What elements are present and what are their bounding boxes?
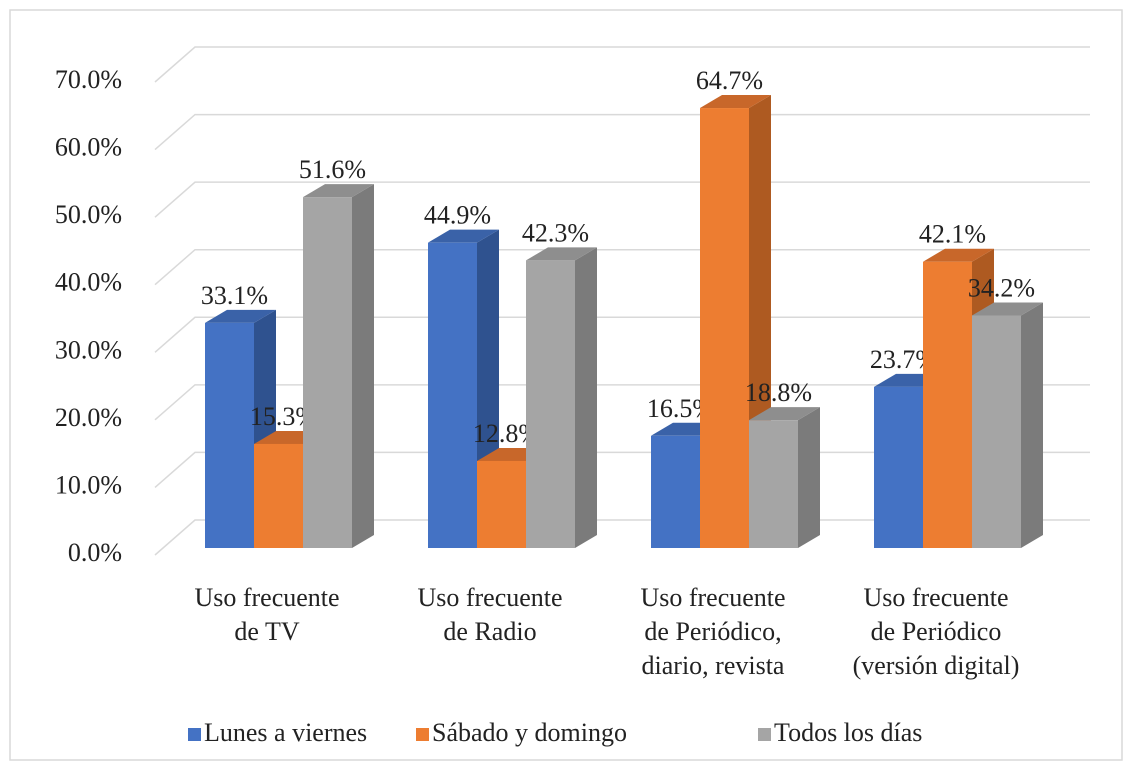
y-tick-label: 60.0%: [55, 133, 122, 162]
y-tick-label: 20.0%: [55, 403, 122, 432]
data-label: 34.2%: [968, 273, 1035, 302]
data-label: 18.8%: [745, 378, 812, 407]
bar-top: [700, 95, 771, 109]
legend-swatch: [416, 728, 429, 741]
x-tick-label: Uso frecuente: [194, 583, 339, 612]
legend-swatch: [188, 728, 201, 741]
grid-line: [154, 316, 1090, 353]
bar: [526, 260, 575, 548]
bar: [700, 108, 749, 548]
bar: [923, 261, 972, 548]
legend-label: Todos los días: [774, 718, 922, 747]
data-label: 33.1%: [201, 281, 268, 310]
y-tick-label: 30.0%: [55, 335, 122, 364]
data-label: 64.7%: [696, 66, 763, 95]
bar-top: [923, 248, 994, 262]
x-tick-label: diario, revista: [642, 651, 785, 680]
bar-top: [526, 247, 597, 261]
bar-top: [972, 302, 1043, 316]
x-tick-label: de Radio: [443, 617, 536, 646]
legend-label: Sábado y domingo: [432, 718, 627, 747]
x-tick-label: Uso frecuente: [863, 583, 1008, 612]
y-tick-label: 40.0%: [55, 268, 122, 297]
grid-line: [154, 113, 1090, 151]
bar: [205, 322, 254, 548]
bar: [254, 443, 303, 548]
bar: [874, 386, 923, 548]
x-tick-label: de Periódico: [871, 617, 1002, 646]
bar-side: [1021, 302, 1043, 548]
bar: [428, 242, 477, 548]
bar: [651, 435, 700, 548]
bar-top: [303, 184, 374, 198]
bar-side: [575, 247, 597, 549]
grid-line: [154, 248, 1090, 286]
bar-top: [749, 407, 820, 421]
y-tick-label: 50.0%: [55, 200, 122, 229]
bar-top: [205, 309, 276, 323]
bar: [972, 315, 1021, 548]
data-label: 44.9%: [424, 201, 491, 230]
bar-top: [428, 229, 499, 243]
grid-line: [154, 181, 1090, 218]
x-tick-label: de TV: [234, 617, 299, 646]
bar-side: [798, 407, 820, 548]
grid-line: [154, 46, 1090, 83]
data-label: 51.6%: [299, 155, 366, 184]
data-label: 42.3%: [522, 218, 589, 247]
legend-swatch: [758, 728, 771, 741]
data-label: 42.1%: [919, 220, 986, 249]
y-tick-label: 70.0%: [55, 65, 122, 94]
y-tick-label: 10.0%: [55, 470, 122, 499]
bar-side: [352, 184, 374, 548]
legend-label: Lunes a viernes: [204, 718, 367, 747]
x-tick-label: Uso frecuente: [417, 583, 562, 612]
bar: [303, 197, 352, 548]
bar: [749, 420, 798, 548]
grid-line: [154, 384, 1090, 421]
x-tick-label: de Periódico,: [644, 617, 781, 646]
y-tick-label: 0.0%: [68, 538, 122, 567]
bar: [477, 460, 526, 548]
x-tick-label: (versión digital): [853, 651, 1020, 680]
x-tick-label: Uso frecuente: [640, 583, 785, 612]
